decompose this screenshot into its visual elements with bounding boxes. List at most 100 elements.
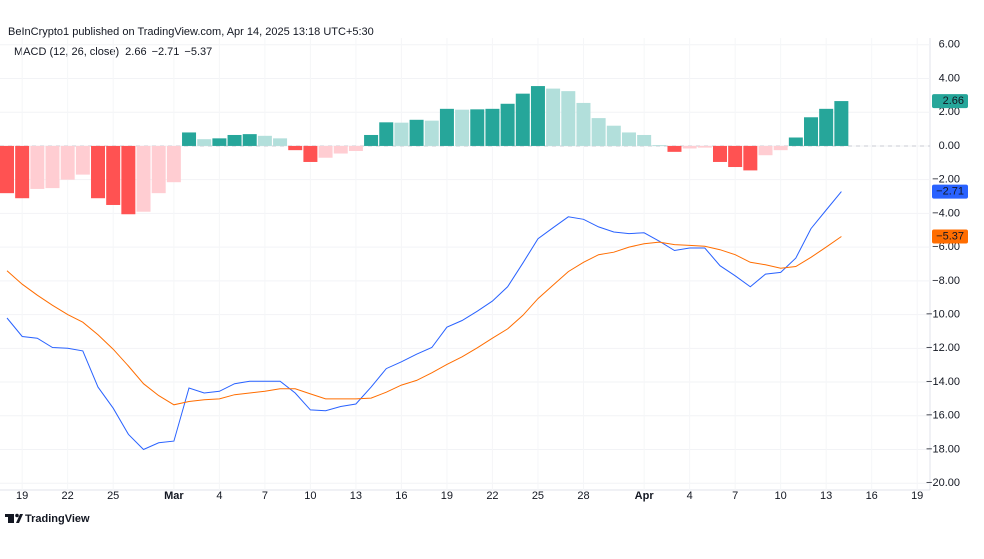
histogram-bar <box>470 109 485 146</box>
histogram-bar <box>621 132 636 146</box>
y-tick-label: 6.00 <box>939 39 960 51</box>
histogram-bar <box>819 108 834 146</box>
histogram-bar <box>303 145 318 162</box>
last-value-label: −5.37 <box>936 230 964 242</box>
histogram-bar <box>439 108 454 146</box>
last-value-label: −2.71 <box>936 186 964 198</box>
histogram-bar <box>758 145 773 156</box>
histogram-bar <box>30 145 45 189</box>
published-note: BeInCrypto1 published on TradingView.com… <box>8 26 374 38</box>
histogram-bar <box>743 145 758 171</box>
x-tick-label: 22 <box>486 490 498 502</box>
histogram-bar <box>136 145 151 212</box>
y-tick-label: −6.00 <box>932 241 960 253</box>
histogram-bar <box>364 134 379 146</box>
histogram-bar <box>667 145 682 152</box>
histogram-bar <box>606 125 621 146</box>
y-tick-label: −18.00 <box>926 443 960 455</box>
y-tick-label: 4.00 <box>939 72 960 84</box>
histogram-bar <box>788 137 803 146</box>
indicator-line <box>6 191 842 451</box>
y-tick-label: −12.00 <box>926 342 960 354</box>
histogram-bar <box>546 88 561 146</box>
histogram-bar <box>333 145 348 154</box>
x-tick-label: Apr <box>635 490 655 502</box>
histogram-bar <box>0 145 14 194</box>
y-tick-label: −10.00 <box>926 309 960 321</box>
histogram-bar <box>227 134 242 146</box>
last-value-tag <box>932 94 968 109</box>
histogram-bar <box>500 103 515 146</box>
histogram-bar <box>637 134 652 146</box>
x-tick-label: 4 <box>687 490 693 502</box>
histogram-bar <box>15 145 30 199</box>
histogram-bar <box>834 101 849 146</box>
histogram-bar <box>166 145 181 183</box>
x-tick-label: 28 <box>577 490 589 502</box>
histogram-bar <box>45 145 60 189</box>
x-tick-label: 13 <box>820 490 832 502</box>
x-tick-label: 25 <box>107 490 119 502</box>
legend-value: 2.66 <box>125 46 146 58</box>
histogram-bar <box>409 119 424 146</box>
histogram-bar <box>121 145 136 215</box>
y-tick-label: −8.00 <box>932 275 960 287</box>
indicator-line <box>6 236 842 406</box>
histogram-bar <box>424 120 439 146</box>
histogram-bar <box>288 145 303 151</box>
y-tick-label: 2.00 <box>939 106 960 118</box>
histogram-bar <box>394 122 409 146</box>
legend-value: −5.37 <box>184 46 212 58</box>
histogram-bar <box>273 138 288 146</box>
histogram-bar <box>485 108 500 146</box>
x-tick-label: 4 <box>216 490 222 502</box>
x-tick-label: 7 <box>732 490 738 502</box>
indicator-name: MACD (12, 26, close) <box>14 46 119 58</box>
y-tick-label: 0.00 <box>939 140 960 152</box>
y-tick-label: −14.00 <box>926 376 960 388</box>
y-tick-label: −4.00 <box>932 207 960 219</box>
histogram-bar <box>348 145 363 151</box>
y-tick-label: −20.00 <box>926 477 960 489</box>
histogram-bar <box>75 145 90 175</box>
x-tick-label: 7 <box>262 490 268 502</box>
histogram-bar <box>151 145 166 194</box>
histogram-bar <box>257 135 272 146</box>
last-value-label: 2.66 <box>943 95 964 107</box>
y-tick-label: −16.00 <box>926 410 960 422</box>
last-value-tag <box>932 229 968 244</box>
histogram-bar <box>318 145 333 158</box>
histogram-bar <box>242 134 257 146</box>
x-tick-label: 19 <box>441 490 453 502</box>
x-tick-label: 19 <box>16 490 28 502</box>
histogram-bar <box>682 145 697 149</box>
x-tick-label: 16 <box>866 490 878 502</box>
y-tick-label: −2.00 <box>932 174 960 186</box>
histogram-bar <box>697 145 712 148</box>
histogram-bar <box>712 145 727 162</box>
histogram-bar <box>576 102 591 146</box>
x-tick-label: 16 <box>395 490 407 502</box>
histogram-bar <box>728 145 743 168</box>
histogram-bar <box>106 145 121 205</box>
x-tick-label: 19 <box>911 490 923 502</box>
histogram-bar <box>197 139 212 146</box>
brand-name: TradingView <box>25 513 90 525</box>
x-tick-label: 13 <box>350 490 362 502</box>
histogram-bar <box>515 93 530 146</box>
histogram-bar <box>212 138 227 146</box>
x-tick-label: Mar <box>164 490 184 502</box>
histogram-bar <box>182 132 197 146</box>
histogram-bar <box>591 118 606 146</box>
histogram-bar <box>91 145 106 199</box>
histogram-bar <box>652 145 667 146</box>
histogram-bar <box>530 86 545 146</box>
histogram-bar <box>455 109 470 146</box>
x-tick-label: 10 <box>775 490 787 502</box>
histogram-bar <box>804 117 819 146</box>
last-value-tag <box>932 184 968 199</box>
histogram-bar <box>561 91 576 146</box>
x-tick-label: 25 <box>532 490 544 502</box>
